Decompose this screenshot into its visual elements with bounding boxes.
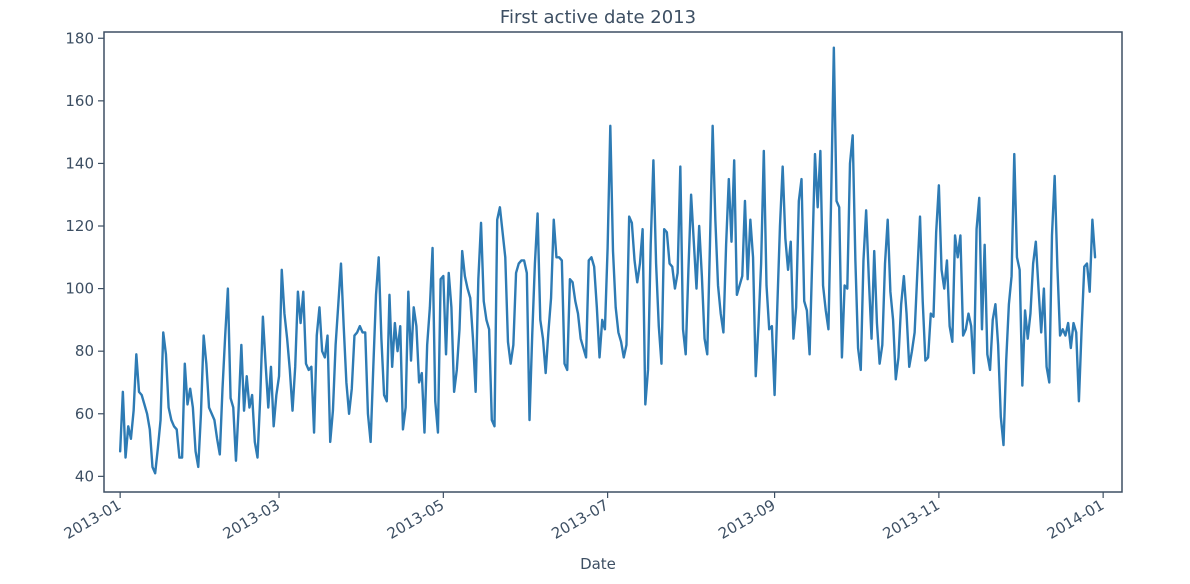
y-tick-label: 180 xyxy=(65,29,94,47)
chart-title: First active date 2013 xyxy=(500,7,696,28)
series-line xyxy=(118,46,1097,475)
y-tick-label: 140 xyxy=(65,154,94,172)
x-tick-label: 2013-07 xyxy=(548,496,611,543)
x-tick-label: 2013-03 xyxy=(220,496,283,543)
plot-frame xyxy=(103,31,1123,493)
y-tick-label: 60 xyxy=(75,405,94,423)
y-tick-label: 120 xyxy=(65,217,94,235)
plot-area xyxy=(118,46,1097,475)
y-tick-label: 80 xyxy=(75,342,94,360)
x-tick-label: 2013-01 xyxy=(61,496,124,543)
x-tick-label: 2013-11 xyxy=(880,496,943,543)
x-tick-label: 2013-09 xyxy=(715,496,778,543)
x-axis-label: Date xyxy=(580,555,616,573)
x-axis: 2013-01 2013-03 2013-05 2013-07 2013-09 2013-… xyxy=(61,492,1107,543)
x-tick-label: 2013-05 xyxy=(384,496,447,543)
y-tick-label: 100 xyxy=(65,280,94,298)
y-axis: 40 60 80 100 120 140 160 180 xyxy=(65,29,104,485)
y-tick-label: 40 xyxy=(75,467,94,485)
x-tick-label: 2014-01 xyxy=(1044,496,1107,543)
y-tick-label: 160 xyxy=(65,92,94,110)
